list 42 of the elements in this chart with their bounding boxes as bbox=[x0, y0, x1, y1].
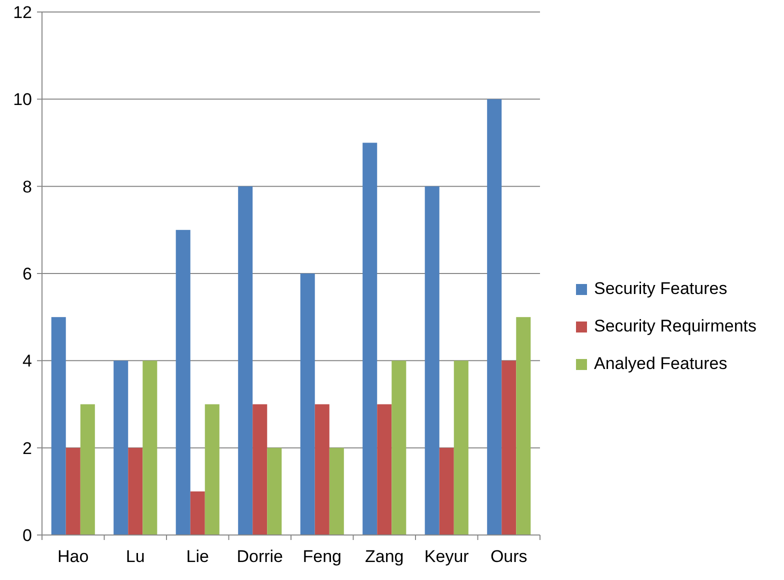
y-tick-label: 10 bbox=[13, 90, 32, 110]
y-tick-label: 0 bbox=[22, 526, 32, 545]
bar bbox=[142, 360, 158, 535]
bar bbox=[190, 491, 205, 535]
bar bbox=[66, 448, 80, 535]
legend-label: Analyed Features bbox=[594, 354, 728, 373]
bar bbox=[300, 274, 315, 535]
bar bbox=[176, 230, 190, 535]
bar bbox=[51, 317, 66, 535]
x-tick-label: Lie bbox=[186, 547, 209, 566]
x-tick-label: Lu bbox=[126, 547, 145, 566]
bar bbox=[487, 99, 502, 535]
y-tick-label: 2 bbox=[22, 438, 32, 458]
bar bbox=[377, 404, 392, 535]
y-tick-label: 8 bbox=[22, 177, 32, 196]
y-tick-label: 4 bbox=[22, 352, 32, 371]
y-tick-label: 12 bbox=[13, 2, 32, 22]
bar bbox=[314, 404, 330, 535]
x-tick-label: Dorrie bbox=[236, 547, 284, 566]
bar bbox=[329, 448, 344, 535]
bar bbox=[424, 186, 440, 535]
bar bbox=[362, 142, 378, 535]
bar bbox=[392, 360, 406, 535]
bar bbox=[502, 360, 516, 535]
bar bbox=[454, 360, 468, 535]
legend-label: Security Features bbox=[594, 279, 728, 298]
x-tick-label: Zang bbox=[365, 547, 404, 566]
bar bbox=[516, 317, 531, 535]
x-tick-label: Hao bbox=[58, 547, 89, 566]
legend-label: Security Requirments bbox=[594, 316, 757, 336]
bar bbox=[204, 404, 220, 535]
x-tick-label: Feng bbox=[302, 547, 342, 566]
x-tick-label: Ours bbox=[490, 547, 528, 566]
bar bbox=[114, 360, 128, 535]
bar bbox=[252, 404, 268, 535]
bar bbox=[80, 404, 95, 535]
y-tick-label: 6 bbox=[22, 264, 32, 284]
bar bbox=[128, 448, 143, 535]
x-tick-label: Keyur bbox=[424, 547, 470, 566]
bar bbox=[238, 186, 253, 535]
bar bbox=[439, 448, 454, 535]
bar bbox=[267, 448, 282, 535]
